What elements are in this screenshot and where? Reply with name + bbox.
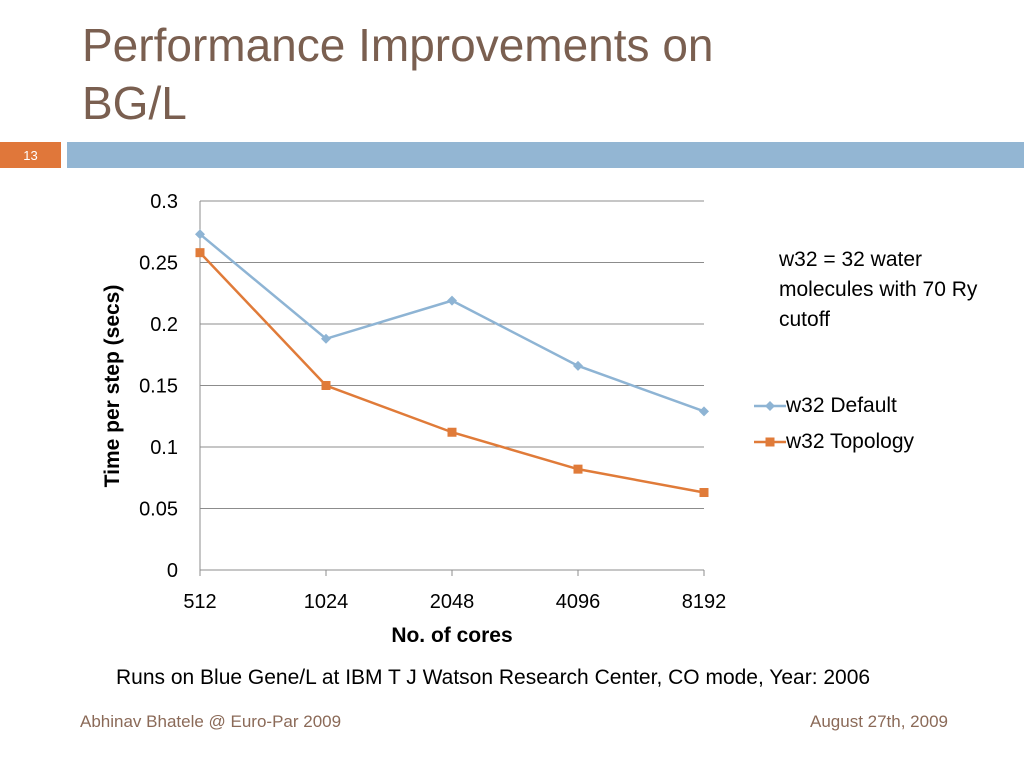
legend-label-default: w32 Default <box>786 394 897 417</box>
legend-item-topology: w32 Topology <box>754 424 914 460</box>
header-bar <box>67 142 1024 168</box>
data-point-default <box>699 406 709 417</box>
data-point-topology <box>699 488 709 498</box>
data-point-default <box>573 360 583 371</box>
x-tick-label: 512 <box>183 591 216 613</box>
legend-diamond-icon <box>754 401 786 411</box>
x-axis-label: No. of cores <box>391 624 512 647</box>
footer-date: August 27th, 2009 <box>810 712 949 731</box>
y-tick-label: 0.3 <box>150 191 178 213</box>
slide-title: Performance Improvements on BG/L <box>82 16 982 132</box>
slide-number: 13 <box>0 142 61 168</box>
data-point-topology <box>573 464 583 474</box>
chart-legend: w32 Default w32 Topology <box>754 388 914 460</box>
data-point-default <box>195 229 205 240</box>
data-point-default <box>447 295 457 306</box>
y-tick-label: 0.15 <box>139 376 178 398</box>
y-tick-label: 0.25 <box>139 253 178 275</box>
y-tick-label: 0.05 <box>139 499 178 521</box>
y-tick-label: 0.1 <box>150 437 178 459</box>
data-point-topology <box>321 381 331 390</box>
legend-square-icon <box>754 437 786 447</box>
series-line-default <box>199 233 705 413</box>
data-point-default <box>321 333 331 344</box>
footer-author: Abhinav Bhatele @ Euro-Par 2009 <box>80 712 342 731</box>
legend-item-default: w32 Default <box>754 388 914 424</box>
slide-title-line1: Performance Improvements on <box>82 19 714 71</box>
y-axis-label: Time per step (secs) <box>101 285 124 488</box>
x-tick-label: 1024 <box>304 591 349 613</box>
x-tick-label: 2048 <box>430 591 475 613</box>
data-point-topology <box>195 248 205 258</box>
slide-caption: Runs on Blue Gene/L at IBM T J Watson Re… <box>116 666 871 689</box>
x-tick-label: 8192 <box>682 591 727 613</box>
x-tick-label: 4096 <box>556 591 601 613</box>
chart-note: w32 = 32 water molecules with 70 Ry cuto… <box>779 248 978 331</box>
y-tick-label: 0.2 <box>150 314 178 336</box>
legend-label-topology: w32 Topology <box>786 430 915 453</box>
slide-title-line2: BG/L <box>82 77 187 129</box>
series-line-topology <box>199 251 705 494</box>
y-tick-label: 0 <box>167 560 178 582</box>
data-point-topology <box>447 427 457 437</box>
